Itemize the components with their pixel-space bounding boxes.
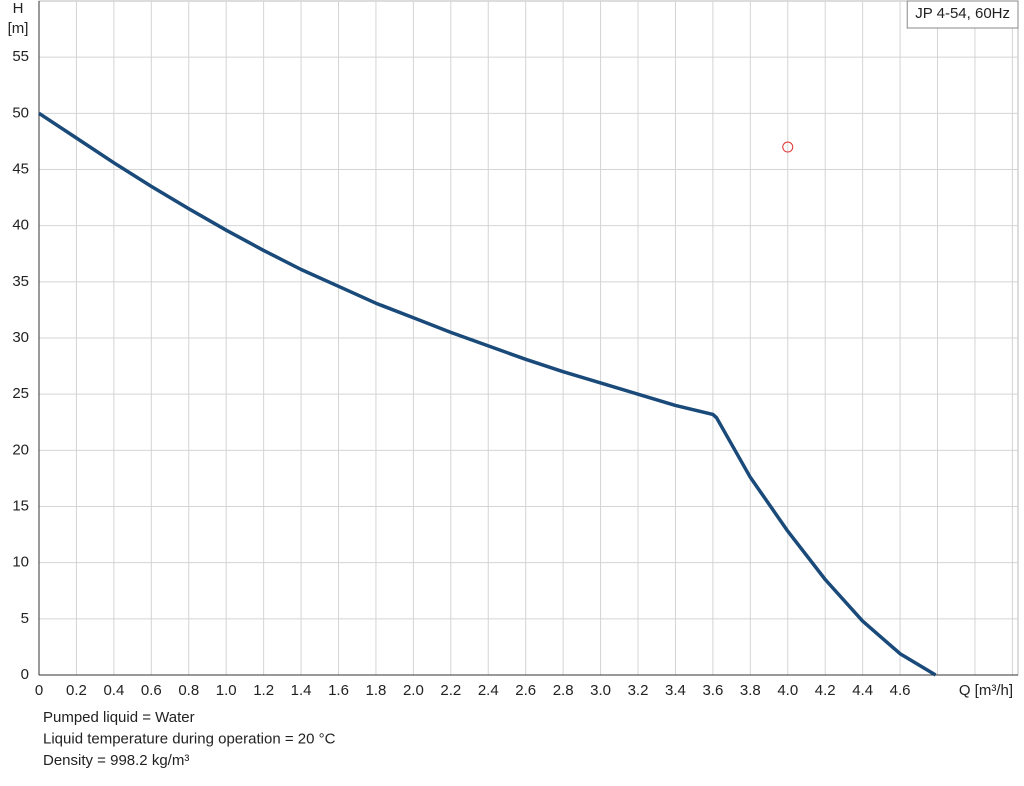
note: Pumped liquid = Water [43,709,195,726]
x-tick-label: 2.4 [478,682,499,699]
y-tick-label: 10 [12,554,29,571]
x-tick-label: 0.6 [141,682,162,699]
x-tick-label: 0.4 [103,682,124,699]
x-tick-label: 2.0 [403,682,424,699]
x-tick-label: 4.6 [890,682,911,699]
x-tick-label: 1.8 [366,682,387,699]
y-tick-label: 55 [12,48,29,65]
x-tick-label: 0.8 [178,682,199,699]
y-tick-label: 5 [21,610,29,627]
x-tick-label: 3.4 [665,682,686,699]
legend-label: JP 4-54, 60Hz [915,5,1010,22]
note: Density = 998.2 kg/m³ [43,752,189,769]
y-tick-label: 20 [12,441,29,458]
x-tick-label: 4.2 [815,682,836,699]
x-tick-label: 4.4 [852,682,873,699]
x-tick-label: 1.6 [328,682,349,699]
y-tick-label: 40 [12,217,29,234]
x-tick-label: 3.8 [740,682,761,699]
x-tick-label: 2.6 [515,682,536,699]
x-axis-label: Q [m³/h] [959,682,1013,699]
x-tick-label: 4.0 [777,682,798,699]
y-tick-label: 25 [12,385,29,402]
y-tick-label: 30 [12,329,29,346]
y-tick-label: 50 [12,104,29,121]
y-axis-label: H [13,0,24,17]
y-tick-label: 45 [12,160,29,177]
y-axis-label: [m] [8,20,29,37]
pump-curve [38,111,937,677]
x-tick-label: 1.2 [253,682,274,699]
y-tick-label: 35 [12,273,29,290]
x-tick-label: 3.2 [628,682,649,699]
y-tick-label: 0 [21,666,29,683]
x-tick-label: 0 [35,682,43,699]
x-tick-label: 1.0 [216,682,237,699]
x-tick-label: 1.4 [291,682,312,699]
x-tick-label: 3.6 [702,682,723,699]
x-tick-label: 2.2 [440,682,461,699]
x-tick-label: 2.8 [553,682,574,699]
x-tick-label: 3.0 [590,682,611,699]
x-tick-label: 0.2 [66,682,87,699]
note: Liquid temperature during operation = 20… [43,730,336,747]
legend-box [906,0,1019,29]
operating-point [782,141,794,153]
y-tick-label: 15 [12,497,29,514]
